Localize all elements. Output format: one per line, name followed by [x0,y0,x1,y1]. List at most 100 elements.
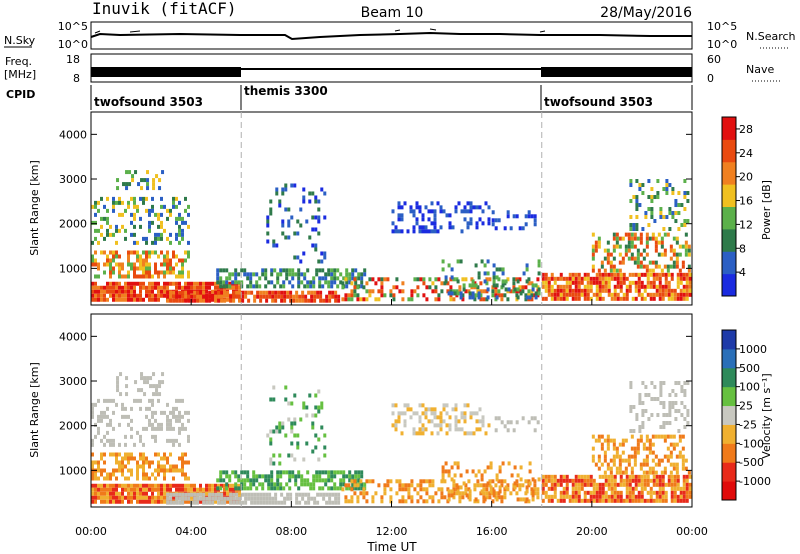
range-cell [568,494,572,499]
range-cell [592,486,596,491]
range-cell [91,499,94,504]
range-cell [109,293,112,298]
range-cell [282,280,286,285]
range-cell [145,487,148,492]
range-cell [383,277,387,282]
range-cell [598,292,602,297]
range-cell [181,492,185,497]
range-cell [324,470,328,475]
range-cell [641,401,645,406]
nsky-label: N.Sky [4,34,36,47]
range-cell [571,276,575,281]
range-cell [320,405,324,410]
range-cell [427,229,431,234]
range-cell [298,294,302,299]
range-cell [267,474,271,479]
range-cell [397,415,401,420]
range-cell [442,403,446,408]
range-cell [91,476,94,481]
range-cell [649,498,653,503]
range-cell [607,478,611,483]
range-cell [133,274,136,279]
range-cell [556,296,560,301]
range-cell [410,293,414,298]
range-cell [666,264,670,269]
range-cell [241,298,245,303]
range-cell [115,460,118,465]
range-cell [112,495,115,500]
range-cell [359,491,363,496]
range-cell [151,250,154,255]
range-cell [568,280,572,285]
range-cell [497,479,501,484]
range-cell [175,398,178,403]
range-cell [285,470,289,475]
range-cell [486,271,490,276]
range-cell [318,470,322,475]
range-cell [281,191,285,196]
range-cell [553,280,557,285]
range-cell [654,260,658,265]
range-cell [407,491,411,496]
range-cell [328,500,332,505]
range-cell [463,209,467,214]
range-cell [278,461,282,466]
range-cell [315,470,319,475]
range-cell [270,478,274,483]
range-cell [154,285,157,290]
colorbar-swatch [722,139,736,163]
range-cell [363,482,367,487]
range-cell [142,472,145,477]
range-cell [103,289,106,294]
colorbar-tick-label: -100 [739,437,764,450]
range-cell [527,281,531,286]
range-cell [682,478,686,483]
range-cell [597,240,601,245]
range-cell [154,262,157,267]
range-cell [637,494,641,499]
range-cell [634,272,638,277]
range-cell [471,295,475,300]
range-cell [327,470,331,475]
range-cell [166,216,169,221]
range-cell [225,280,229,285]
range-cell [140,178,144,183]
range-cell [289,294,293,299]
range-cell [139,456,142,461]
range-cell [673,296,677,301]
range-cell [130,418,133,423]
range-cell [336,268,340,273]
range-cell [136,281,139,286]
range-cell [643,486,647,491]
range-cell [166,281,169,286]
range-cell [139,406,142,411]
range-cell [100,297,103,302]
range-cell [125,384,129,389]
range-cell [246,470,250,475]
range-cell [469,411,473,416]
range-cell [418,209,422,214]
range-cell [601,288,605,293]
range-cell [619,272,623,277]
range-cell [368,277,372,282]
range-cell [154,236,157,241]
range-cell [672,434,676,439]
range-cell [255,486,259,491]
range-cell [291,284,295,289]
range-cell [284,385,288,390]
range-cell [124,285,127,290]
range-cell [662,215,666,220]
range-cell [512,277,516,282]
range-cell [118,468,121,473]
range-cell [485,491,489,496]
range-cell [624,458,628,463]
range-cell [154,499,157,504]
range-cell [128,170,132,175]
range-cell [317,389,321,394]
range-cell [112,472,115,477]
range-cell [139,297,142,302]
range-cell [124,289,127,294]
range-cell [632,223,636,228]
range-cell [383,491,387,496]
range-cell [184,492,188,497]
